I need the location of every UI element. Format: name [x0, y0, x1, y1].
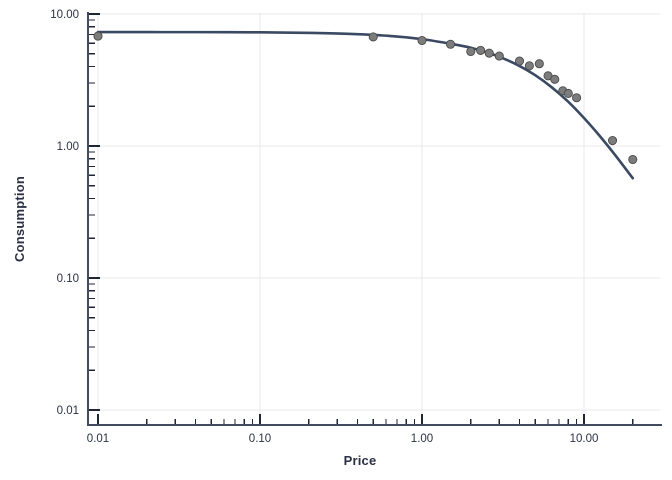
data-point	[484, 48, 494, 58]
x-tick-label: 10.00	[570, 433, 599, 445]
y-tick-label: 10.00	[50, 9, 79, 21]
y-axis-title: Consumption	[12, 176, 27, 262]
y-tick-label: 0.10	[57, 273, 79, 285]
data-point	[572, 93, 582, 103]
y-tick-label: 1.00	[57, 141, 79, 153]
data-point	[550, 74, 560, 84]
data-point	[607, 135, 618, 146]
x-tick-label: 1.00	[411, 433, 433, 445]
data-point	[628, 154, 638, 165]
data-point	[466, 46, 476, 57]
data-point	[514, 56, 525, 66]
data-point	[368, 32, 378, 42]
data-point	[524, 61, 534, 71]
y-tick-label: 0.01	[57, 405, 79, 417]
gridlines-group	[88, 13, 660, 425]
x-tick-label: 0.01	[87, 433, 109, 445]
data-point	[476, 45, 486, 55]
y-tick-labels: 0.01 0.10 1.00 10.00	[50, 9, 79, 417]
data-point	[93, 31, 103, 41]
data-point	[494, 51, 504, 61]
x-axis-title: Price	[344, 453, 377, 468]
x-tick-label: 0.10	[249, 433, 271, 445]
x-tick-labels: 0.01 0.10 1.00 10.00	[87, 433, 599, 445]
data-point	[445, 39, 456, 49]
data-point	[563, 88, 573, 99]
data-point	[417, 35, 427, 46]
data-points-group	[93, 31, 638, 165]
data-point	[534, 59, 544, 69]
